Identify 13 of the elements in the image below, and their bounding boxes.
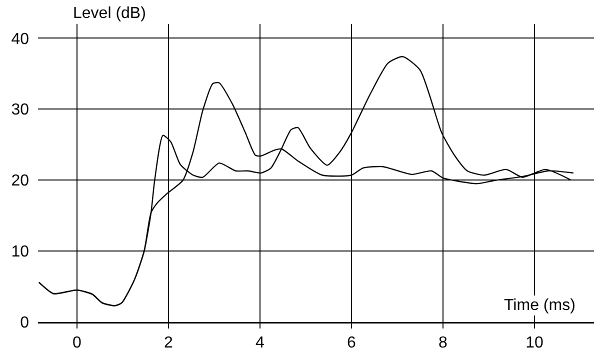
y-tick-label: 0 bbox=[20, 314, 30, 332]
x-tick-label: 10 bbox=[526, 334, 544, 350]
y-tick-label: 40 bbox=[11, 30, 30, 48]
x-tick-label: 6 bbox=[347, 334, 356, 350]
x-axis-title: Time (ms) bbox=[504, 297, 576, 314]
x-tick-label: 4 bbox=[255, 334, 264, 350]
y-tick-label: 10 bbox=[11, 244, 30, 261]
x-tick-label: 0 bbox=[72, 334, 82, 350]
x-tick-label: 2 bbox=[164, 334, 173, 350]
x-tick-label: 8 bbox=[438, 334, 448, 350]
y-axis-title: Level (dB) bbox=[73, 5, 146, 22]
y-tick-label: 20 bbox=[11, 172, 30, 190]
y-tick-label: 30 bbox=[11, 102, 30, 119]
